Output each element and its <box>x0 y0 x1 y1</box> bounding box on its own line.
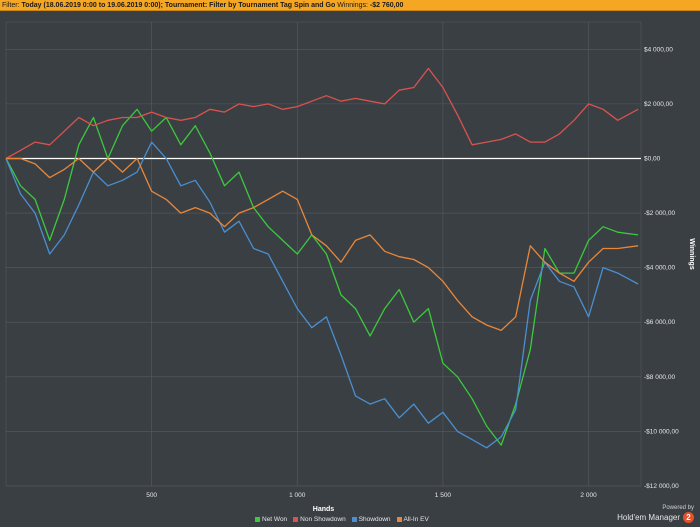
y-tick-label: -$12 000,00 <box>644 483 679 490</box>
legend-label: All-In EV <box>403 515 429 523</box>
y-axis-title: Winnings <box>688 238 695 270</box>
y-tick-label: $2 000,00 <box>644 101 673 108</box>
y-tick-label: $4 000,00 <box>644 46 673 53</box>
legend-label: Net Won <box>262 515 288 523</box>
winnings-value: -$2 760,00 <box>369 2 404 9</box>
x-tick-label: 1 500 <box>435 492 452 499</box>
filter-value[interactable]: Today (18.06.2019 0:00 to 19.06.2019 0:0… <box>21 2 336 9</box>
brand-logo: Powered by Hold'em Manager 2 <box>617 505 694 523</box>
winnings-chart: $4 000,00 $2 000,00 $0,00 -$2 000,00 -$4 000… <box>5 21 695 513</box>
legend-label: Non Showdown <box>300 515 346 523</box>
series-line-all-in-ev <box>6 157 639 332</box>
x-tick-label: 2 000 <box>580 492 597 499</box>
series-line-showdown <box>5 141 639 449</box>
legend-label: Showdown <box>358 515 391 523</box>
series-line-non-showdown <box>5 67 639 160</box>
y-tick-label: $0,00 <box>644 155 661 162</box>
legend-item[interactable]: Net Won <box>255 516 287 523</box>
y-tick-label: -$2 000,00 <box>644 210 675 217</box>
winnings-label: Winnings: <box>337 2 368 9</box>
legend-item[interactable]: Non Showdown <box>293 516 346 523</box>
x-tick-label: 1 000 <box>289 492 306 499</box>
filter-bar: Filter: Today (18.06.2019 0:00 to 19.06.… <box>0 0 700 11</box>
legend-swatch-icon <box>255 516 260 522</box>
brand-name: Hold'em Manager <box>617 513 680 522</box>
y-tick-label: -$8 000,00 <box>644 374 675 381</box>
legend-item[interactable]: All-In EV <box>396 515 429 523</box>
powered-by-text: Powered by <box>662 505 694 511</box>
y-tick-label: -$10 000,00 <box>644 428 679 435</box>
plot-area <box>5 21 642 487</box>
legend-swatch-icon <box>351 516 357 522</box>
legend-item[interactable]: Showdown <box>351 515 391 523</box>
chart-legend: Net Won Non Showdown Showdown All-In EV <box>255 513 429 525</box>
legend-swatch-icon <box>396 516 402 522</box>
filter-label: Filter: <box>2 2 20 9</box>
brand-badge-icon: 2 <box>683 512 694 523</box>
series-line-net-won <box>5 108 639 446</box>
legend-swatch-icon <box>293 516 299 522</box>
y-tick-label: -$6 000,00 <box>644 319 675 326</box>
x-axis-title: Hands <box>313 506 335 513</box>
y-tick-label: -$4 000,00 <box>644 265 675 272</box>
x-tick-label: 500 <box>146 492 157 499</box>
